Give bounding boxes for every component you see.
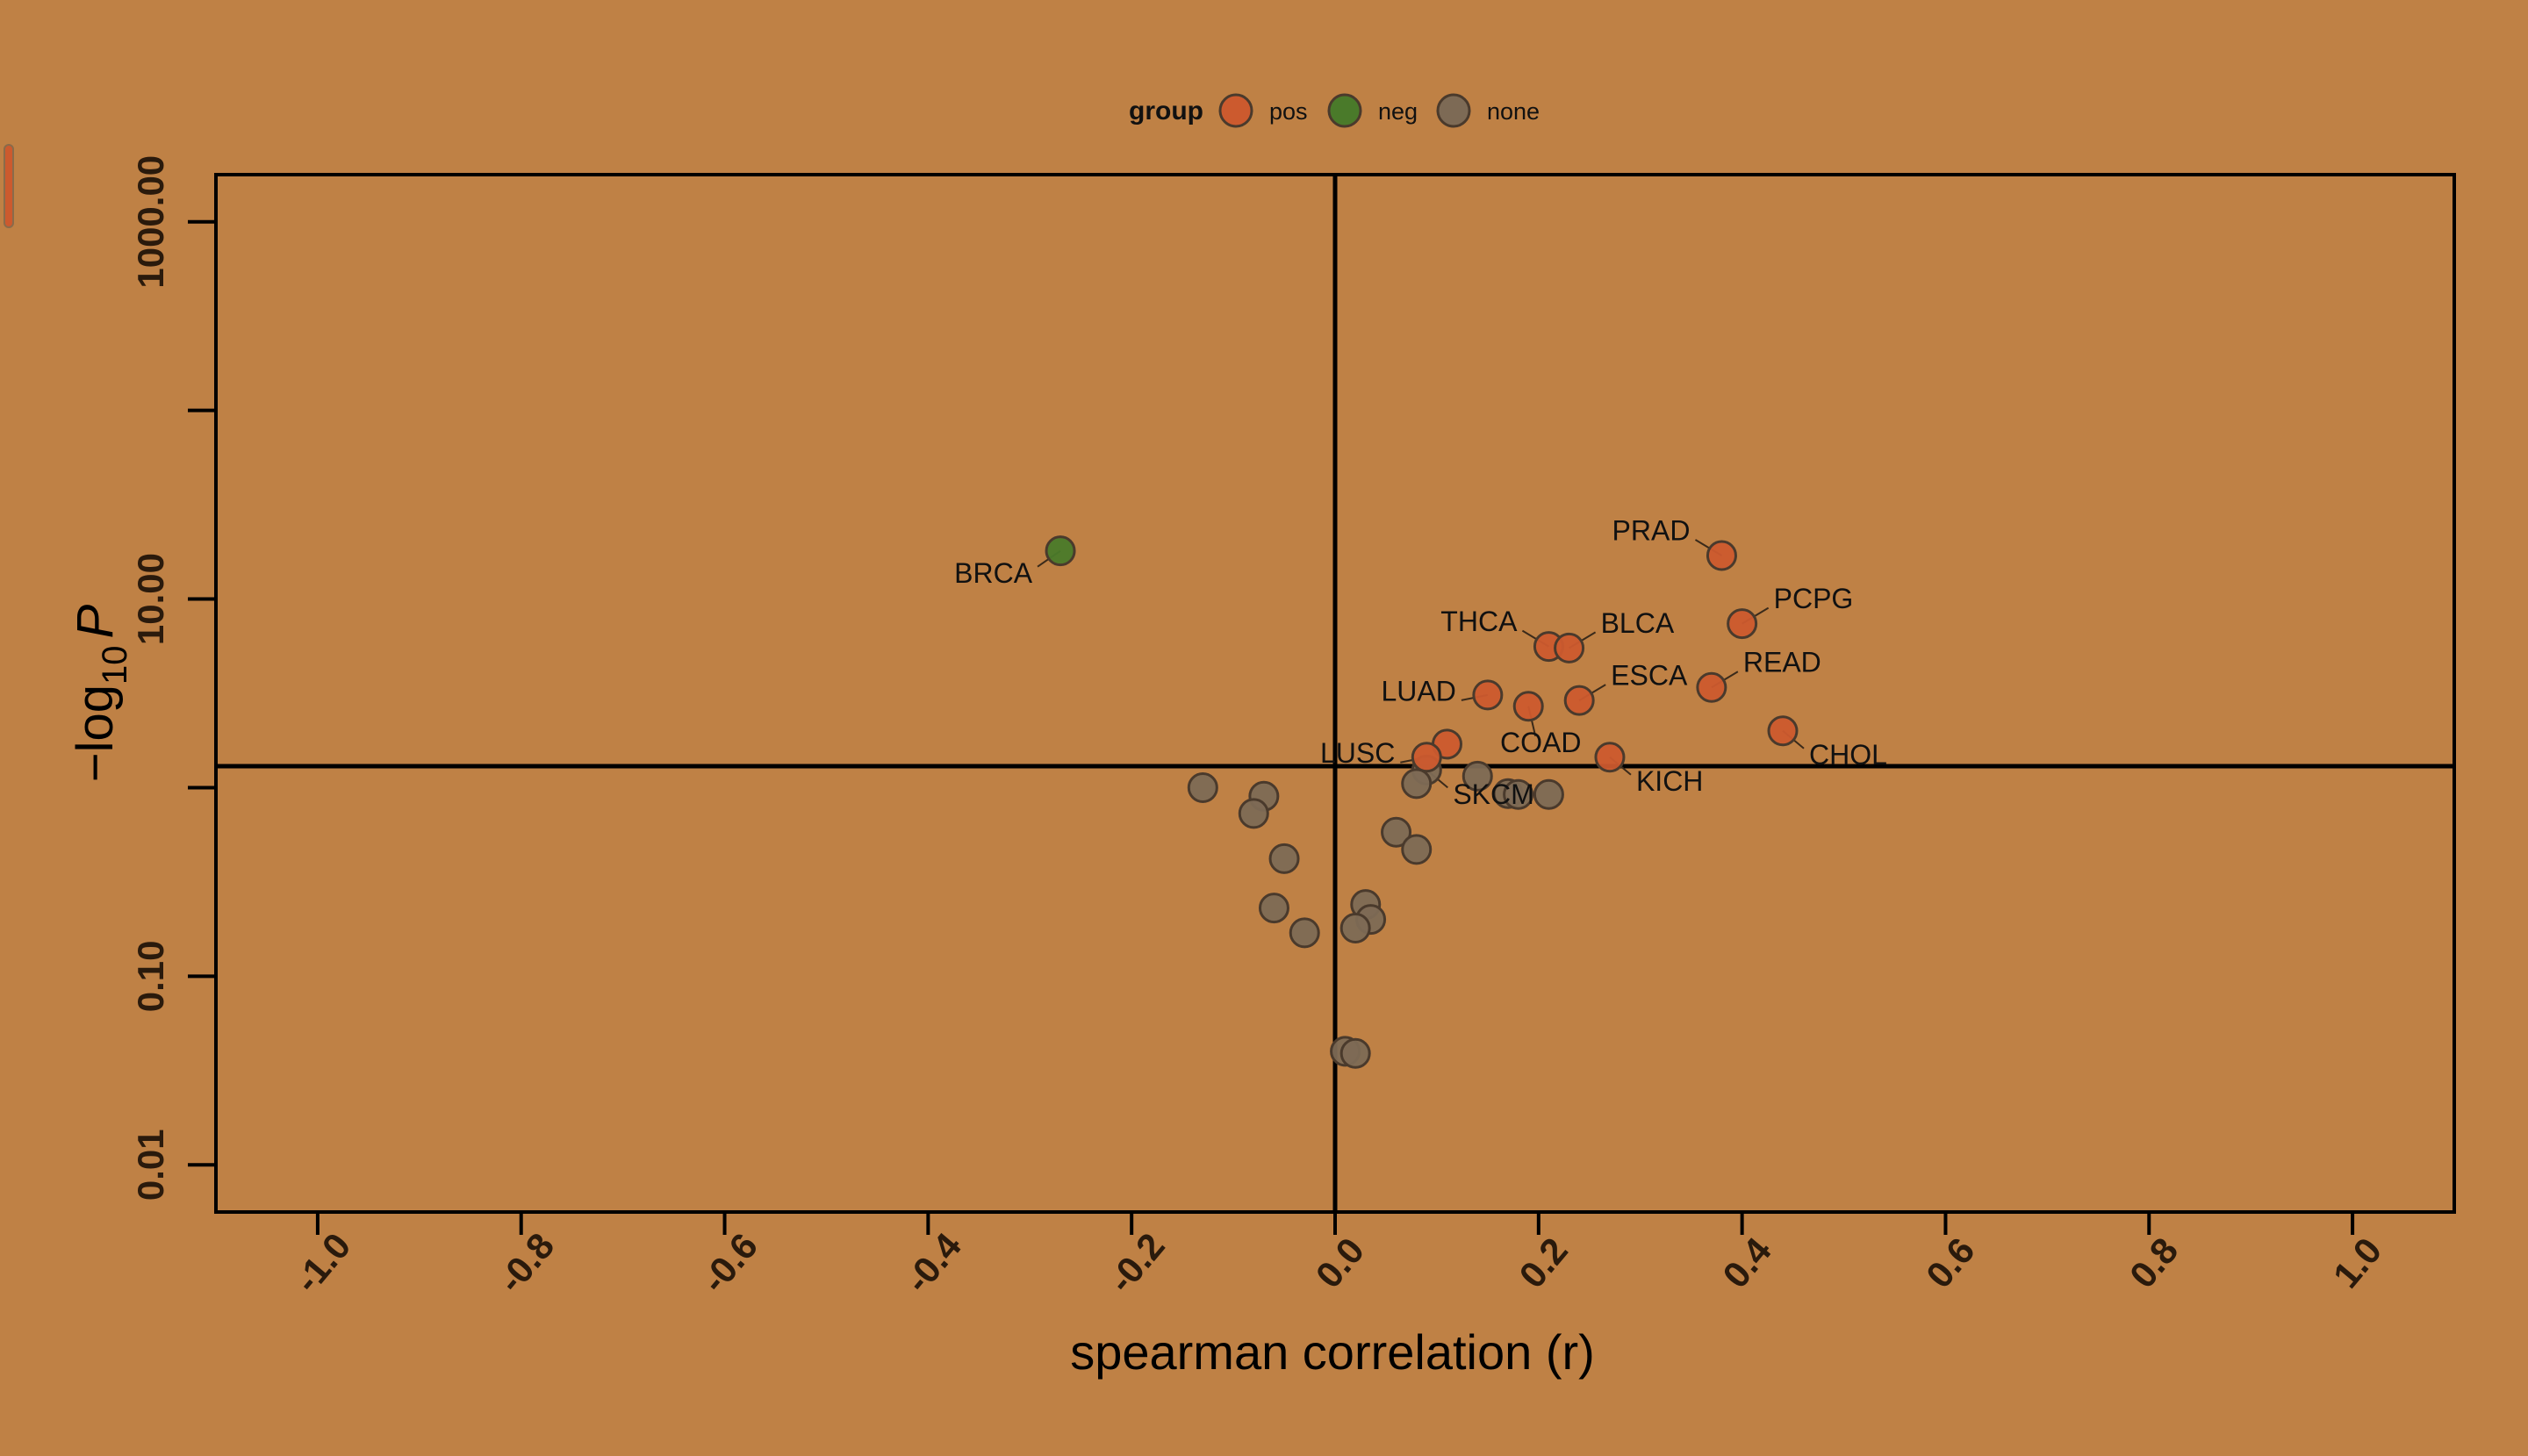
y-tick-label: 10.00	[130, 553, 171, 645]
point-label: READ	[1743, 647, 1821, 678]
x-tick-label: 0.6	[1918, 1230, 1983, 1295]
x-tick-label: 0.2	[1511, 1230, 1576, 1295]
scroll-handle[interactable]	[4, 144, 14, 228]
point-label: PRAD	[1612, 514, 1691, 546]
x-tick-label: -0.2	[1100, 1225, 1173, 1301]
y-axis-title: −log10 P	[67, 604, 134, 782]
data-point-none	[1339, 1037, 1371, 1069]
data-point-none	[1339, 913, 1371, 944]
point-label: SKCM	[1453, 778, 1533, 810]
legend-label-none: none	[1487, 98, 1540, 125]
legend-marker-none	[1436, 93, 1471, 128]
legend-marker-pos	[1218, 93, 1253, 128]
legend-marker-neg	[1327, 93, 1362, 128]
y-axis-title-main: −log	[67, 685, 124, 782]
point-label: BRCA	[954, 557, 1033, 589]
y-axis-title-var: P	[67, 604, 124, 638]
data-point-pos	[1512, 691, 1544, 722]
y-tick-label: 1000.00	[130, 155, 171, 289]
legend: group pos neg none	[1129, 93, 1540, 128]
point-label: LUAD	[1382, 675, 1456, 706]
legend-title: group	[1129, 97, 1203, 126]
data-point-none	[1462, 760, 1493, 792]
point-label: BLCA	[1601, 607, 1675, 639]
y-tick-label: 0.10	[130, 940, 171, 1012]
x-tick-label: -1.0	[286, 1225, 359, 1301]
point-label: COAD	[1500, 727, 1581, 758]
data-point-pos	[1706, 540, 1737, 571]
data-point-none	[1238, 798, 1269, 829]
data-points	[1045, 535, 1799, 1069]
data-point-pos	[1554, 632, 1585, 663]
data-point-none	[1187, 771, 1218, 803]
x-axis-title: spearman correlation (r)	[1070, 1324, 1595, 1380]
point-label: ESCA	[1611, 660, 1688, 692]
data-point-none	[1503, 778, 1534, 810]
data-point-pos	[1727, 608, 1758, 640]
y-axis-title-sub: 10	[96, 645, 134, 685]
x-tick-label: 0.4	[1714, 1230, 1779, 1295]
point-label: PCPG	[1774, 583, 1854, 614]
data-point-none	[1401, 768, 1433, 800]
point-label: LUSC	[1320, 737, 1395, 769]
x-tick-label: -0.8	[490, 1225, 563, 1301]
data-point-pos	[1472, 679, 1504, 711]
y-tick-label: 0.01	[130, 1129, 171, 1201]
data-point-none	[1258, 893, 1289, 924]
data-point-none	[1268, 843, 1300, 874]
point-label: KICH	[1636, 765, 1703, 797]
reference-lines	[216, 175, 2454, 1212]
x-tick-label: 0.0	[1308, 1230, 1373, 1295]
data-point-none	[1401, 834, 1433, 865]
data-point-pos	[1696, 671, 1727, 703]
x-tick-label: -0.4	[896, 1224, 969, 1300]
data-point-pos	[1767, 715, 1799, 747]
data-point-none	[1289, 917, 1320, 949]
data-point-pos	[1411, 742, 1442, 773]
point-label: CHOL	[1809, 739, 1887, 771]
point-labels: BRCA PRAD PCPG THCA BLCA READ ESCA LUAD COAD CHOL…	[954, 514, 1887, 809]
x-tick-label: 1.0	[2325, 1230, 2390, 1295]
legend-label-pos: pos	[1269, 98, 1308, 125]
data-point-pos	[1594, 742, 1626, 773]
data-point-none	[1533, 778, 1564, 810]
x-axis: -1.0 -0.8 -0.6 -0.4 -0.2 0.0 0.2 0.4 0.6 0.8 1.0	[286, 1212, 2389, 1301]
data-point-pos	[1563, 685, 1595, 716]
y-axis: 0.01 0.10 10.00 1000.00	[130, 155, 216, 1201]
data-point-none	[1381, 816, 1412, 848]
x-tick-label: -0.6	[693, 1225, 766, 1301]
x-tick-label: 0.8	[2122, 1230, 2187, 1295]
data-point-neg	[1045, 535, 1076, 567]
legend-label-neg: neg	[1378, 98, 1418, 125]
point-label: THCA	[1440, 606, 1518, 637]
